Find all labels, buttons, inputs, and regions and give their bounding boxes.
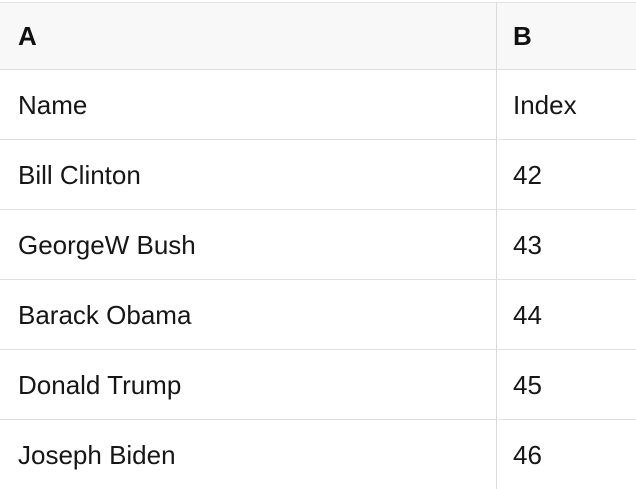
cell-name: Bill Clinton	[0, 140, 497, 209]
cell-name: GeorgeW Bush	[0, 210, 497, 279]
cell-name-text: Donald Trump	[18, 369, 182, 400]
cell-name-text: Name	[18, 89, 88, 120]
cell-index-text: 42	[513, 159, 542, 190]
cell-name-text: Barack Obama	[18, 299, 192, 330]
cell-name: Donald Trump	[0, 350, 497, 419]
column-header-b: B	[497, 3, 636, 69]
cell-name: Name	[0, 70, 497, 139]
cell-index: Index	[497, 70, 636, 139]
table-row: Barack Obama 44	[0, 280, 636, 350]
column-header-a: A	[0, 3, 497, 69]
table-row: GeorgeW Bush 43	[0, 210, 636, 280]
cell-index-text: 45	[513, 369, 542, 400]
table-row: Donald Trump 45	[0, 350, 636, 420]
table-row: Joseph Biden 46	[0, 420, 636, 489]
cell-index-text: 46	[513, 440, 542, 470]
column-header-b-label: B	[513, 21, 532, 51]
cell-index: 44	[497, 280, 636, 349]
cell-name: Barack Obama	[0, 280, 497, 349]
column-header-a-label: A	[18, 21, 37, 51]
cell-name-text: Bill Clinton	[18, 159, 141, 190]
table-header-row: A B	[0, 3, 636, 70]
cell-index: 43	[497, 210, 636, 279]
cell-index: 45	[497, 350, 636, 419]
cell-name: Joseph Biden	[0, 420, 497, 489]
cell-index-text: 43	[513, 229, 542, 260]
cell-index-text: 44	[513, 299, 542, 330]
table-row: Name Index	[0, 70, 636, 140]
cell-index-text: Index	[513, 89, 577, 120]
cell-index: 42	[497, 140, 636, 209]
cell-index: 46	[497, 420, 636, 489]
table-row: Bill Clinton 42	[0, 140, 636, 210]
cell-name-text: Joseph Biden	[18, 440, 176, 470]
cell-name-text: GeorgeW Bush	[18, 229, 196, 260]
